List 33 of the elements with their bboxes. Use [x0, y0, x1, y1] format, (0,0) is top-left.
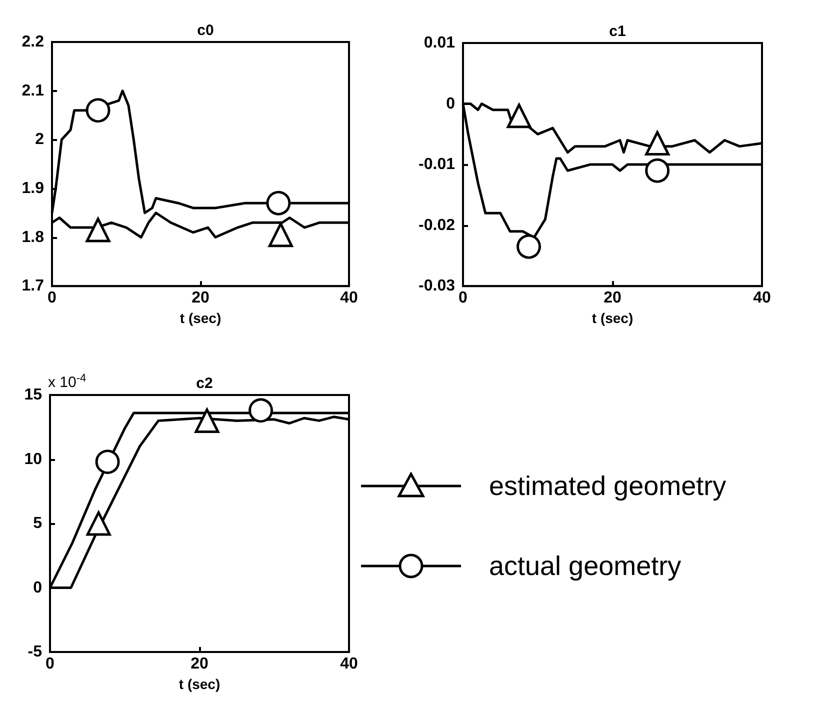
- y-tick-label: 1.9: [22, 180, 44, 197]
- chart-title: c0: [197, 22, 214, 39]
- x-axis-title: t (sec): [592, 310, 634, 326]
- y-tick-label: 5: [33, 515, 42, 532]
- y-tick-label: 1.8: [22, 228, 44, 246]
- x-axis-title: t (sec): [178, 676, 220, 692]
- y-tick-label: -0.03: [418, 278, 456, 295]
- x-tick-label: 20: [190, 656, 208, 672]
- x-tick-label: 40: [753, 290, 771, 307]
- chart-title: c2: [196, 375, 213, 392]
- y-tick-label: 2: [35, 131, 44, 148]
- x-tick-label: 40: [340, 290, 358, 307]
- y-tick-label: 2.1: [22, 82, 44, 100]
- y-tick-label: 15: [24, 386, 42, 404]
- y-tick-label: 0: [33, 579, 42, 596]
- legend-label: actual geometry: [489, 550, 682, 582]
- legend-label: estimated geometry: [489, 470, 726, 502]
- x-tick-label: 0: [48, 290, 57, 307]
- x-tick-label: 40: [340, 656, 358, 672]
- y-tick-label: -0.02: [418, 216, 456, 234]
- x-tick-label: 0: [458, 290, 468, 307]
- y-tick-label: 0: [446, 95, 456, 112]
- y-tick-label: 1.7: [22, 278, 44, 295]
- x-tick-label: 0: [46, 656, 55, 672]
- y-tick-label: 2.2: [22, 34, 44, 50]
- x-tick-label: 20: [192, 290, 210, 307]
- y-tick-label: 10: [24, 450, 42, 468]
- x-tick-label: 20: [604, 290, 622, 307]
- x-axis-title: t (sec): [180, 310, 222, 326]
- y-tick-label: -5: [28, 644, 42, 660]
- y-tick-label: -0.01: [418, 156, 456, 174]
- chart-title: c1: [609, 23, 626, 40]
- y-tick-label: 0.01: [424, 34, 456, 52]
